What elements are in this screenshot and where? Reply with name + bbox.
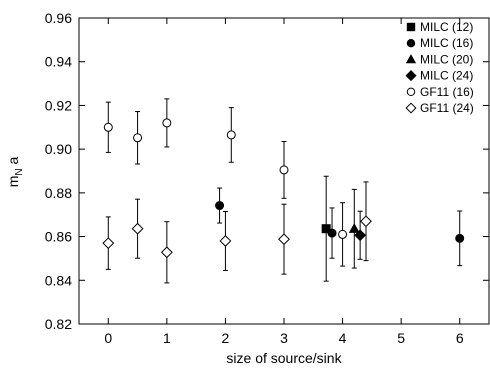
point-gf11-16: [162, 118, 172, 128]
legend-marker-milc-12: [406, 22, 416, 32]
y-tick-label: 0.90: [45, 141, 72, 157]
point-gf11-24: [219, 235, 232, 247]
y-tick-label: 0.88: [45, 185, 72, 201]
legend-label-milc-16: MILC (16): [420, 36, 473, 50]
point-milc-12: [321, 224, 331, 234]
point-gf11-16: [226, 130, 236, 140]
point-gf11-24: [160, 246, 173, 259]
point-gf11-24: [360, 215, 372, 228]
point-gf11-16: [103, 122, 113, 132]
point-gf11-24: [102, 237, 115, 250]
x-tick-label: 3: [280, 330, 288, 346]
y-tick-label: 0.96: [45, 10, 72, 26]
x-tick-label: 4: [339, 330, 347, 346]
legend-label-milc-20: MILC (20): [420, 52, 473, 66]
point-gf11-24: [131, 222, 144, 235]
point-milc-16: [327, 228, 337, 238]
point-gf11-24: [278, 233, 290, 246]
legend-marker-milc-20: [405, 54, 417, 64]
legend-label-milc-12: MILC (12): [420, 20, 473, 34]
y-tick-label: 0.92: [45, 97, 72, 113]
point-milc-20: [348, 223, 360, 233]
x-tick-label: 6: [456, 330, 464, 346]
legend-marker-milc-24: [405, 70, 417, 82]
data-markers: [102, 118, 465, 259]
y-tick-label: 0.94: [45, 54, 72, 70]
x-tick-label: 0: [104, 330, 112, 346]
y-axis-label-main: m: [5, 176, 21, 188]
y-axis-label: mN a: [5, 157, 25, 188]
y-axis-label-suffix: a: [5, 157, 21, 169]
legend-label-gf11-24: GF11 (24): [420, 101, 474, 115]
point-gf11-16: [338, 229, 348, 239]
y-tick-label: 0.84: [45, 272, 72, 288]
y-tick-label: 0.86: [45, 229, 72, 245]
x-tick-label: 5: [397, 330, 405, 346]
point-milc-16: [215, 201, 225, 211]
point-gf11-16: [279, 165, 289, 175]
point-milc-24: [354, 229, 367, 242]
legend-label-milc-24: MILC (24): [420, 69, 473, 83]
point-milc-16: [455, 233, 465, 243]
x-tick-label: 2: [222, 330, 230, 346]
legend-marker-gf11-16: [406, 87, 416, 97]
legend-marker-gf11-24: [405, 102, 417, 114]
x-tick-label: 1: [163, 330, 171, 346]
error-bars: [105, 98, 463, 284]
x-axis-label: size of source/sink: [226, 350, 342, 366]
y-axis-label-sub: N: [14, 168, 25, 175]
y-tick-label: 0.82: [45, 316, 72, 332]
legend: MILC (12) MILC (16) MILC (20) MILC (24) GF11…: [405, 20, 474, 115]
point-gf11-16: [133, 133, 143, 143]
legend-label-gf11-16: GF11 (16): [420, 85, 474, 99]
axis-ticks: 0 1 2 3 4 5 6 0.82 0.84 0.86 0.88 0.90 0.92 0.94 0.96: [45, 10, 489, 346]
legend-marker-milc-16: [406, 39, 416, 48]
